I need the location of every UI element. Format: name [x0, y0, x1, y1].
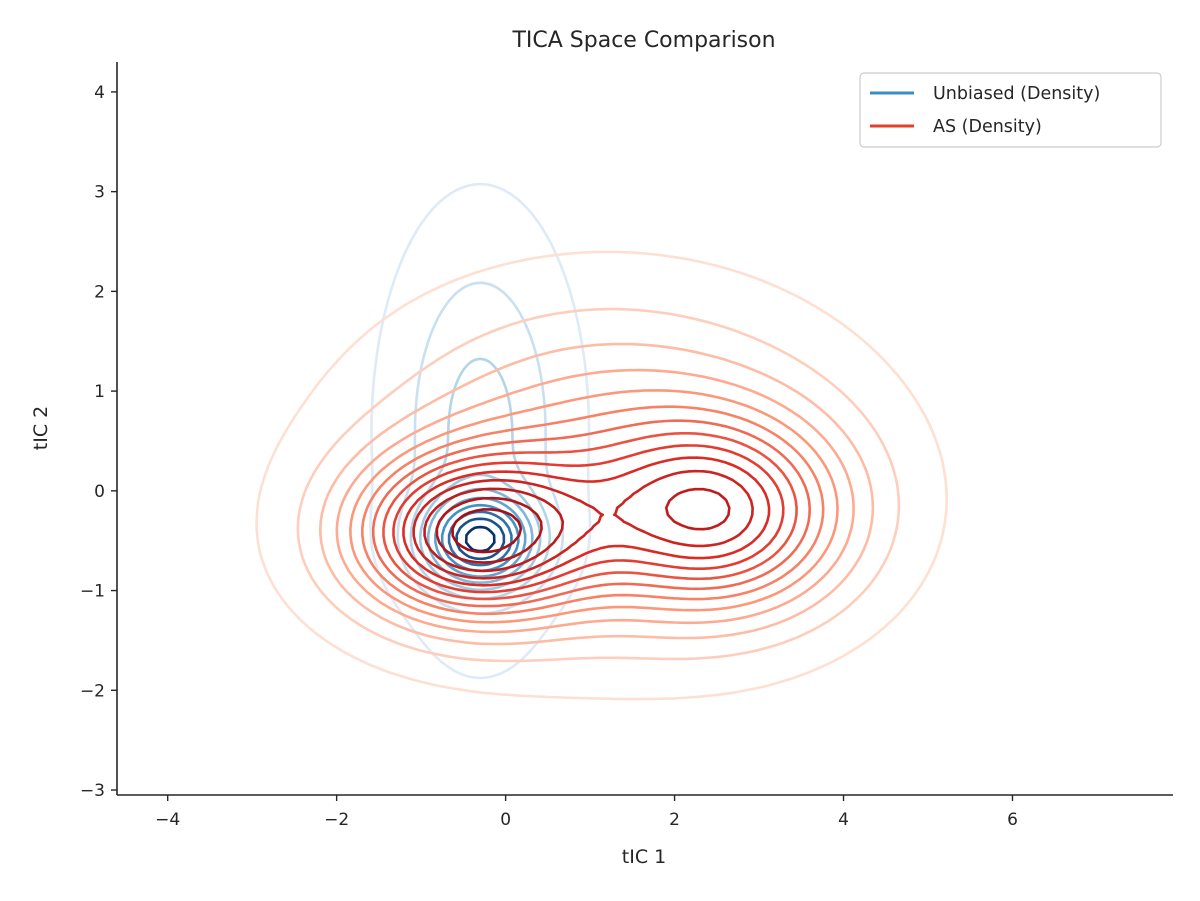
x-tick-label: 4: [838, 810, 849, 830]
as-contour-level: [392, 444, 785, 594]
y-tick-label: 1: [94, 382, 105, 402]
as-contour-level: [382, 432, 798, 601]
y-tick-label: 2: [94, 282, 105, 302]
x-tick-label: 2: [669, 810, 680, 830]
y-ticks: −3 −2 −1 0 1 2 3 4: [80, 83, 117, 801]
as-contour-level: [296, 307, 901, 663]
legend-label-unbiased: Unbiased (Density): [933, 84, 1100, 104]
unbiased-contour-level: [455, 517, 506, 561]
y-axis-label: tIC 2: [30, 406, 52, 450]
y-tick-label: 3: [94, 183, 105, 203]
x-tick-label: −2: [324, 810, 349, 830]
x-ticks: −4 −2 0 2 4 6: [155, 795, 1018, 830]
chart-title: TICA Space Comparison: [511, 28, 775, 53]
as-contour-level: [255, 250, 948, 701]
y-tick-label: −1: [80, 582, 105, 602]
as-contour-level: [402, 456, 771, 587]
y-tick-label: 0: [94, 482, 105, 502]
as-contour-level: [371, 419, 811, 608]
as-contour-level: [423, 487, 731, 573]
as-contour-level: [412, 469, 754, 580]
axes: −4 −2 0 2 4 6 −3 −2 −1 0 1 2 3 4: [80, 62, 1173, 830]
as-contour-level: [335, 368, 855, 634]
plot-area: [255, 182, 948, 701]
x-axis-label: tIC 1: [622, 846, 666, 868]
x-tick-label: 0: [500, 810, 511, 830]
as-contour-level: [451, 508, 523, 554]
as-density-contours: [255, 250, 948, 701]
as-contour-level: [361, 405, 825, 616]
legend: Unbiased (Density) AS (Density): [859, 72, 1162, 148]
x-tick-label: −4: [155, 810, 180, 830]
y-tick-label: −2: [80, 681, 105, 701]
y-tick-label: −3: [80, 781, 105, 801]
x-tick-label: 6: [1007, 810, 1018, 830]
as-contour-level: [435, 496, 543, 564]
as-contour-level: [319, 342, 875, 646]
y-tick-label: 4: [94, 83, 105, 103]
as-contour-level: [349, 389, 839, 624]
legend-label-as: AS (Density): [933, 117, 1042, 137]
legend-frame: [859, 72, 1162, 148]
